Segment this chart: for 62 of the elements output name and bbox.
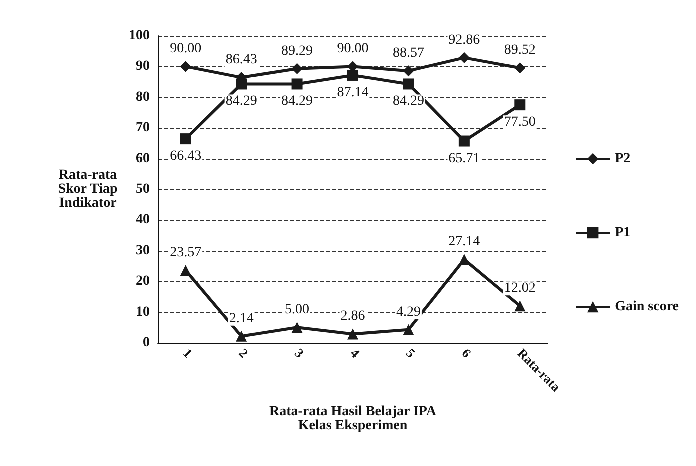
data-label: 86.43 bbox=[226, 52, 258, 68]
point bbox=[292, 322, 303, 334]
data-label: 2.86 bbox=[340, 309, 366, 324]
y-tick-label: 60 bbox=[136, 151, 150, 166]
point bbox=[180, 61, 192, 72]
point bbox=[403, 66, 414, 77]
point bbox=[292, 78, 303, 90]
y-tick-label: 40 bbox=[136, 212, 150, 228]
data-label: 84.29 bbox=[282, 94, 314, 110]
point bbox=[458, 136, 470, 147]
x-tick-label: 3 bbox=[292, 346, 308, 362]
y-tick-label: 100 bbox=[129, 28, 150, 44]
legend-label: Gain score bbox=[615, 300, 680, 314]
data-label: 12.02 bbox=[504, 281, 536, 296]
point bbox=[403, 78, 414, 90]
x-tick-label: 2 bbox=[236, 346, 252, 361]
y-axis-title: Rata-rata Skor Tiap Indikator bbox=[58, 168, 118, 211]
point bbox=[180, 134, 192, 145]
data-label: 66.43 bbox=[170, 149, 202, 164]
point bbox=[514, 62, 526, 74]
y-tick-label: 50 bbox=[136, 182, 150, 197]
point bbox=[292, 63, 303, 74]
point bbox=[458, 52, 470, 64]
data-label: 90.00 bbox=[337, 42, 369, 57]
data-label: 84.29 bbox=[392, 94, 424, 110]
y-tick-label: 90 bbox=[136, 59, 150, 74]
data-label: 27.14 bbox=[448, 234, 480, 250]
data-label: 89.29 bbox=[282, 44, 314, 59]
point bbox=[403, 324, 414, 336]
data-label: 4.29 bbox=[396, 304, 421, 320]
data-label: 77.50 bbox=[504, 115, 536, 130]
x-tick-label: 4 bbox=[348, 346, 364, 362]
y-tick-label: 20 bbox=[136, 274, 150, 290]
data-label: 5.00 bbox=[285, 302, 310, 318]
point bbox=[514, 300, 526, 312]
y-tick-label: 30 bbox=[136, 243, 150, 258]
x-tick-label: 5 bbox=[403, 346, 419, 362]
point bbox=[236, 330, 248, 342]
data-label: 88.57 bbox=[392, 46, 424, 62]
data-label: 92.86 bbox=[448, 32, 480, 48]
point bbox=[236, 78, 248, 90]
data-label: 2.14 bbox=[229, 311, 254, 326]
data-label: 90.00 bbox=[170, 42, 202, 57]
data-label: 84.29 bbox=[226, 94, 258, 110]
x-axis-title: Rata-rata Hasil Belajar IPA Kelas Eksperimen bbox=[269, 404, 438, 434]
y-tick-label: 70 bbox=[136, 120, 150, 136]
x-tick-label: 1 bbox=[180, 346, 196, 361]
point bbox=[514, 100, 526, 111]
data-label: 65.71 bbox=[448, 151, 480, 166]
data-label: 87.14 bbox=[337, 85, 369, 100]
point bbox=[180, 265, 192, 276]
x-tick-label: 6 bbox=[459, 346, 475, 362]
legend-label: P1 bbox=[615, 226, 631, 240]
y-tick-label: 80 bbox=[136, 90, 150, 105]
point bbox=[458, 254, 470, 266]
point bbox=[348, 328, 358, 340]
y-tick-label: 10 bbox=[136, 304, 150, 320]
y-tick-label: 0 bbox=[143, 336, 150, 350]
legend-label: P2 bbox=[615, 152, 631, 166]
data-label: 89.52 bbox=[504, 43, 536, 58]
point bbox=[348, 70, 358, 81]
data-label: 23.57 bbox=[170, 246, 202, 261]
